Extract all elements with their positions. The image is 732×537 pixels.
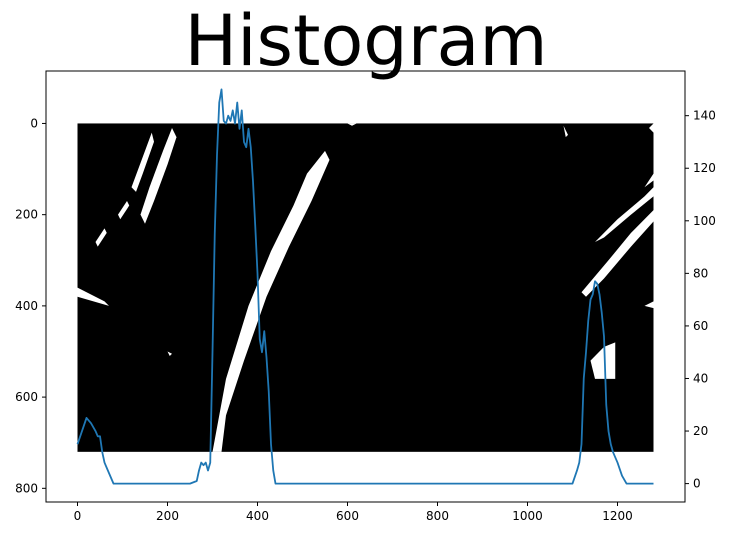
lane-pixel-region [563, 125, 568, 138]
lane-image-background [77, 123, 654, 452]
right-y-tick-label: 120 [693, 161, 716, 175]
x-tick-label: 1000 [512, 509, 543, 523]
lane-pixel-region [649, 123, 654, 133]
lane-pixel-region [167, 351, 172, 357]
lane-pixel-region [644, 301, 654, 309]
axes: 0 200 400 600 800 1000 1200 0 200 400 600 800 0 20 40 6… [15, 70, 716, 523]
left-y-tick-label: 800 [15, 481, 38, 495]
right-y-tick-label: 0 [693, 477, 701, 491]
histogram-plot-area [76, 88, 654, 485]
x-tick-label: 400 [246, 509, 269, 523]
right-y-tick-label: 20 [693, 424, 708, 438]
left-y-tick-label: 0 [30, 116, 38, 130]
right-y-tick-label: 140 [693, 109, 716, 123]
lane-pixel-region [212, 150, 330, 452]
lane-pixel-region [118, 200, 130, 220]
x-tick-label: 200 [156, 509, 179, 523]
lane-pixel-region [95, 228, 107, 247]
right-y-tick-label: 100 [693, 214, 716, 228]
lane-pixel-region [595, 187, 654, 243]
lane-pixel-region [590, 342, 616, 379]
chart-title: Histogram [184, 0, 547, 82]
lane-pixel-region [347, 123, 357, 126]
lane-pixel-region [77, 287, 109, 306]
plot-frame [45, 70, 686, 503]
left-y-tick-label: 400 [15, 299, 38, 313]
x-tick-label: 600 [336, 509, 359, 523]
lane-pixel-region [131, 132, 154, 192]
x-tick-label: 0 [74, 509, 82, 523]
lane-pixel-region [644, 173, 654, 188]
right-y-tick-label: 40 [693, 371, 708, 385]
lane-image [77, 123, 654, 452]
left-y-tick-label: 200 [15, 208, 38, 222]
x-tick-label: 1200 [602, 509, 633, 523]
left-y-tick-label: 600 [15, 390, 38, 404]
x-tick-label: 800 [426, 509, 449, 523]
right-y-tick-label: 60 [693, 319, 708, 333]
right-y-tick-label: 80 [693, 266, 708, 280]
histogram-series-line [76, 88, 654, 485]
lane-pixel-region [140, 128, 177, 224]
lane-pixel-region [581, 210, 654, 297]
